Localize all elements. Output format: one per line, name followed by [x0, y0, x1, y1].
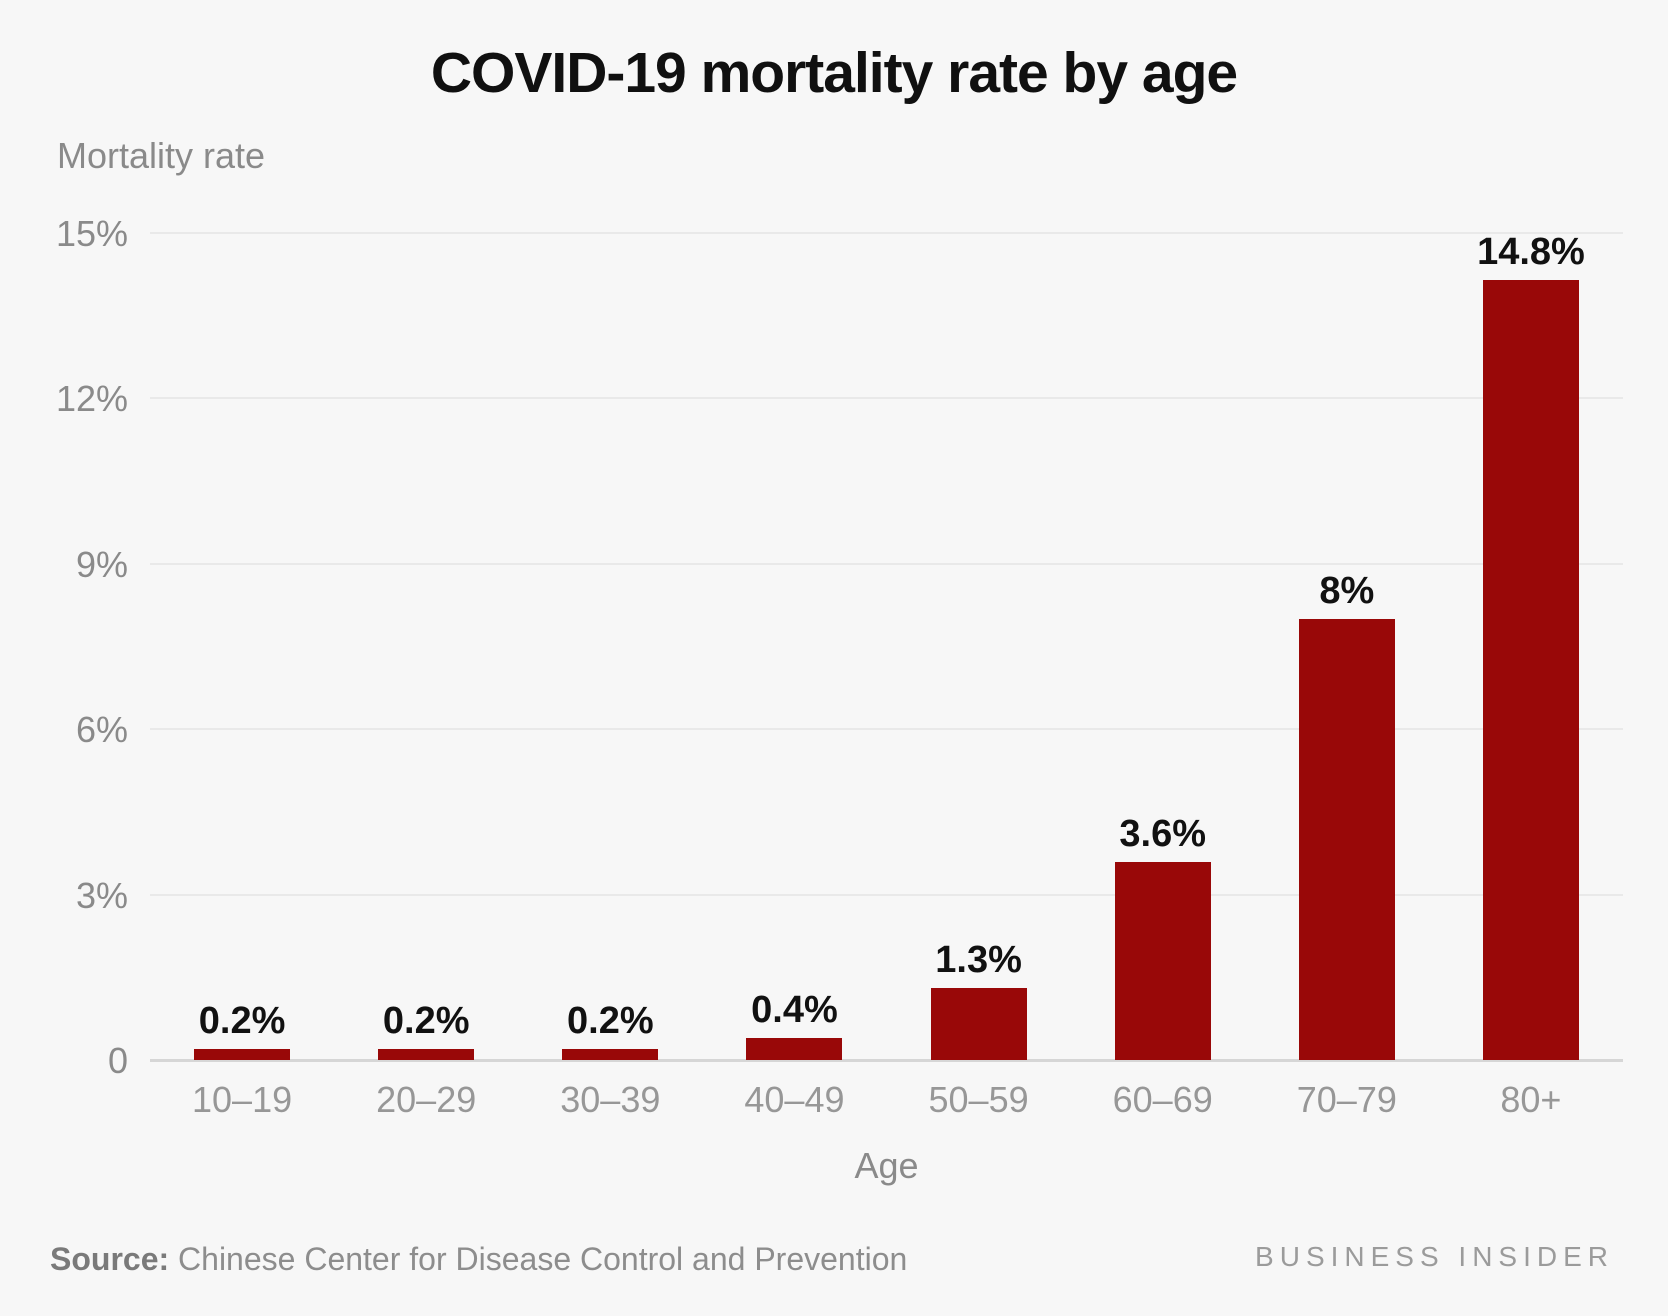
y-tick-6: 6% — [75, 709, 128, 751]
value-label-10–19: 0.2% — [198, 999, 286, 1042]
bar-70–79 — [1298, 618, 1395, 1060]
bar-30–39 — [562, 1048, 659, 1060]
bar-slot-80+: 14.8% — [1439, 233, 1623, 1060]
y-tick-12: 12% — [55, 378, 128, 420]
bar-60–69 — [1114, 861, 1211, 1060]
value-label-70–79: 8% — [1319, 569, 1375, 612]
source-label: Source: — [50, 1241, 170, 1277]
value-label-60–69: 3.6% — [1119, 812, 1206, 855]
x-tick-70–79: 70–79 — [1296, 1079, 1397, 1120]
bar-slot-10–19: 0.2% — [150, 233, 334, 1060]
gridline-15 — [150, 232, 1623, 234]
y-tick-0: 0 — [107, 1040, 128, 1081]
y-tick-9: 9% — [75, 543, 128, 585]
bar-20–29 — [378, 1048, 475, 1060]
y-axis-title: Mortality rate — [57, 135, 266, 176]
x-tick-50–59: 50–59 — [928, 1079, 1029, 1120]
x-tick-60–69: 60–69 — [1112, 1079, 1213, 1120]
source-text: Chinese Center for Disease Control and P… — [169, 1241, 908, 1277]
bar-80+ — [1482, 280, 1579, 1060]
plot-area: 0.2% 0.2% 0.2% 0.4% 1.3% 3.6% 8% 14.8% — [150, 232, 1623, 1062]
business-insider-logo: BUSINESS INSIDER — [1255, 1241, 1614, 1272]
gridline-6 — [150, 728, 1623, 731]
gridline-0 — [150, 1059, 1623, 1062]
bar-40–49 — [746, 1037, 843, 1060]
chart-title: COVID-19 mortality rate by age — [430, 41, 1238, 105]
bar-series: 0.2% 0.2% 0.2% 0.4% 1.3% 3.6% 8% 14.8% — [150, 233, 1623, 1060]
value-label-50–59: 1.3% — [935, 939, 1022, 982]
x-tick-10–19: 10–19 — [192, 1079, 293, 1120]
bar-slot-70–79: 8% — [1255, 233, 1439, 1060]
bar-slot-30–39: 0.2% — [518, 233, 702, 1060]
gridline-3 — [150, 893, 1623, 896]
value-label-30–39: 0.2% — [567, 999, 654, 1042]
y-tick-3: 3% — [75, 874, 128, 916]
x-axis-title: Age — [854, 1145, 919, 1186]
source-attribution: Source: Chinese Center for Disease Contr… — [50, 1240, 907, 1278]
x-axis-tick-labels: 10–19 20–29 30–39 40–49 50–59 60–69 70–79 80+ — [150, 1082, 1623, 1118]
x-tick-80+: 80+ — [1500, 1079, 1562, 1120]
value-label-80+: 14.8% — [1477, 231, 1585, 273]
value-label-40–49: 0.4% — [751, 988, 838, 1031]
gridline-12 — [150, 397, 1623, 400]
x-tick-30–39: 30–39 — [560, 1079, 661, 1120]
y-tick-15: 15% — [55, 213, 128, 254]
bar-slot-50–59: 1.3% — [887, 233, 1071, 1060]
x-tick-20–29: 20–29 — [376, 1079, 477, 1120]
bar-slot-60–69: 3.6% — [1071, 233, 1255, 1060]
bar-50–59 — [930, 988, 1027, 1060]
bar-10–19 — [194, 1048, 291, 1060]
bar-slot-20–29: 0.2% — [334, 233, 518, 1060]
value-label-20–29: 0.2% — [382, 999, 470, 1042]
x-tick-40–49: 40–49 — [744, 1079, 845, 1120]
gridline-9 — [150, 562, 1623, 565]
bar-slot-40–49: 0.4% — [702, 233, 886, 1060]
